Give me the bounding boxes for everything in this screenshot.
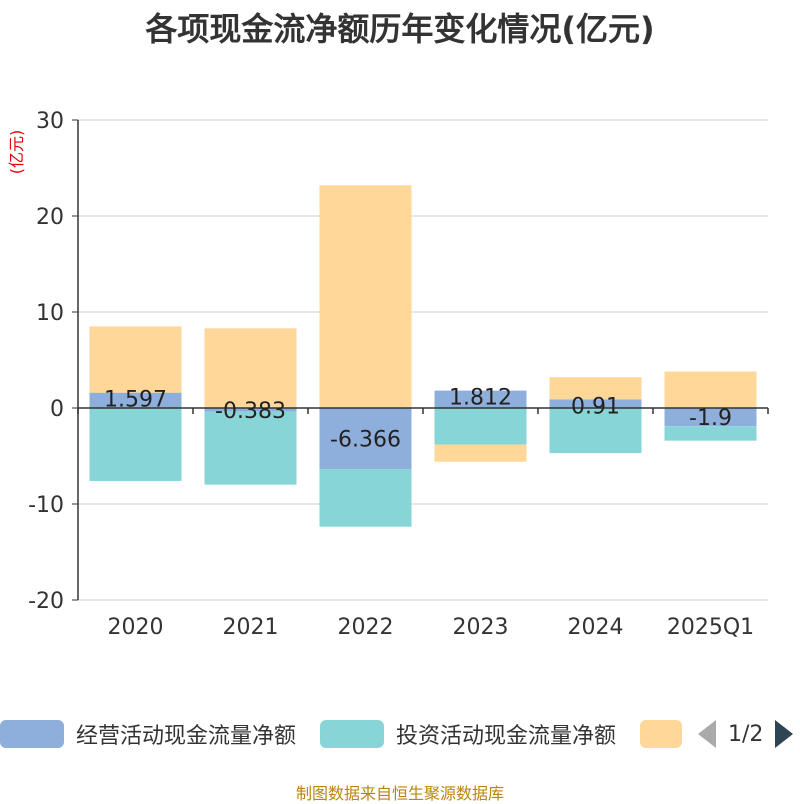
bar-operating-2025Q1 (664, 408, 757, 427)
bar-financing-2025Q1 (664, 371, 757, 408)
bar-investing-2022 (319, 469, 412, 527)
x-tick-label-2020: 2020 (108, 615, 164, 640)
bar-operating-2020 (89, 392, 182, 408)
y-tick-label-2: 10 (36, 301, 64, 326)
legend-label-investing: 投资活动现金流量净额 (396, 724, 617, 749)
y-tick-label-5: -20 (28, 589, 64, 614)
data-label-operating-2025Q1: -1.9 (689, 406, 732, 431)
data-label-operating-2022: -6.366 (330, 428, 401, 453)
legend-item-operating[interactable]: 经营活动现金流量净额 (0, 716, 296, 752)
chart-title: 各项现金流净额历年变化情况(亿元) (145, 10, 655, 48)
legend-next-page-icon[interactable] (775, 720, 794, 748)
legend-swatch-financing (640, 720, 682, 748)
y-tick-label-1: 20 (36, 205, 64, 230)
bar-financing-2024 (549, 377, 642, 400)
bar-investing-2024 (549, 408, 642, 454)
bar-operating-2021 (204, 408, 297, 412)
data-label-operating-2023: 1.812 (449, 386, 512, 411)
data-label-operating-2020: 1.597 (104, 388, 167, 413)
bar-financing-2023 (434, 444, 527, 462)
bar-operating-2024 (549, 399, 642, 408)
data-label-operating-2021: -0.383 (215, 399, 286, 424)
legend-swatch-investing (320, 720, 384, 748)
data-label-operating-2024: 0.91 (571, 394, 620, 419)
legend-page-indicator: 1/2 (728, 721, 764, 747)
x-tick-label-2022: 2022 (338, 615, 394, 640)
legend-item-investing[interactable]: 投资活动现金流量净额 (320, 716, 616, 752)
bar-operating-2023 (434, 390, 527, 408)
bar-investing-2025Q1 (664, 426, 757, 441)
bar-investing-2020 (89, 408, 182, 481)
bar-operating-2022 (319, 408, 412, 470)
bar-investing-2021 (204, 411, 297, 485)
bar-financing-2020 (89, 326, 182, 393)
legend-label-operating: 经营活动现金流量净额 (76, 724, 297, 749)
y-tick-label-0: 30 (36, 109, 64, 134)
legend-pager: 1/2 (698, 716, 794, 752)
bar-investing-2023 (434, 408, 527, 445)
x-tick-label-2024: 2024 (568, 615, 624, 640)
x-tick-label-2021: 2021 (223, 615, 279, 640)
legend-prev-page-icon[interactable] (698, 720, 716, 748)
x-tick-label-2023: 2023 (453, 615, 509, 640)
legend-swatch-operating (0, 720, 64, 748)
chart-plot: 30 20 10 0 -10 -20 1.597 -0.383 -6.366 1.812 0.91 -… (28, 109, 769, 640)
bar-financing-2022 (319, 185, 412, 408)
legend: 经营活动现金流量净额 投资活动现金流量净额 (0, 716, 800, 752)
y-tick-label-3: 0 (50, 397, 64, 422)
data-source-note: 制图数据来自恒生聚源数据库 (295, 784, 504, 803)
x-tick-label-2025Q1: 2025Q1 (667, 615, 754, 640)
bar-financing-2021 (204, 328, 297, 408)
legend-item-financing[interactable] (640, 716, 694, 752)
y-tick-label-4: -10 (28, 493, 64, 518)
